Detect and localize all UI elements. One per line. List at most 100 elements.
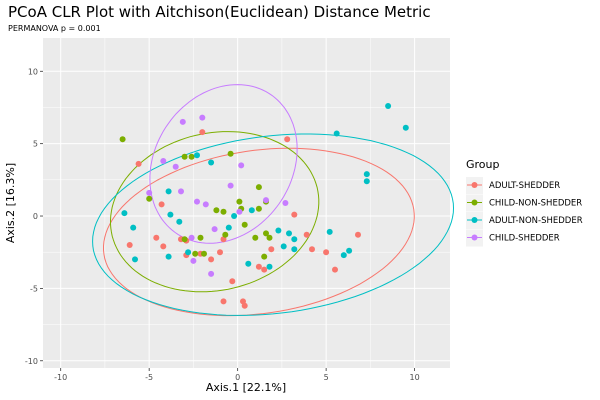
point-adult-non-shedder: [167, 211, 174, 218]
point-adult-non-shedder: [333, 130, 340, 137]
point-child-shedder: [211, 226, 218, 233]
point-child-non-shedder: [222, 231, 229, 238]
point-adult-non-shedder: [194, 152, 200, 159]
point-child-shedder: [227, 182, 234, 189]
legend-label-adult-non-shedder: ADULT-NON-SHEDDER: [489, 216, 583, 226]
point-child-shedder: [199, 114, 206, 121]
point-child-shedder: [238, 162, 245, 169]
y-tick-label: -5: [30, 284, 38, 293]
y-tick-label: 0: [33, 212, 38, 221]
point-child-non-shedder: [197, 234, 204, 241]
ellipse-adult-shedder: [103, 147, 415, 317]
point-adult-non-shedder: [165, 253, 172, 260]
chart-subtitle: PERMANOVA p = 0.001: [8, 24, 101, 33]
x-axis-label: Axis.1 [22.1%]: [206, 381, 286, 394]
point-child-non-shedder: [252, 234, 259, 241]
point-child-non-shedder: [146, 195, 153, 202]
point-child-non-shedder: [266, 234, 273, 241]
point-child-non-shedder: [255, 184, 262, 191]
point-adult-non-shedder: [291, 236, 298, 243]
point-adult-non-shedder: [385, 103, 392, 109]
point-adult-non-shedder: [176, 218, 183, 225]
point-adult-shedder: [355, 231, 361, 238]
point-adult-shedder: [217, 249, 223, 256]
chart-title: PCoA CLR Plot with Aitchison(Euclidean) …: [8, 3, 431, 21]
legend-key-point: [471, 234, 478, 241]
point-adult-non-shedder: [165, 188, 172, 195]
point-child-shedder: [194, 198, 200, 205]
point-adult-non-shedder: [185, 249, 192, 256]
point-child-shedder: [190, 257, 197, 264]
point-child-non-shedder: [236, 198, 243, 205]
point-adult-shedder: [199, 129, 206, 136]
data-points: [119, 103, 409, 309]
point-adult-non-shedder: [363, 171, 370, 178]
point-child-non-shedder: [241, 221, 248, 228]
grid-lines: [43, 38, 450, 368]
y-tick-label: -10: [25, 357, 38, 366]
point-adult-non-shedder: [275, 227, 282, 234]
point-adult-shedder: [332, 266, 338, 273]
point-adult-shedder: [255, 263, 262, 270]
x-tick-label: -10: [54, 373, 67, 382]
point-adult-non-shedder: [231, 213, 238, 219]
point-child-non-shedder: [220, 208, 227, 215]
point-adult-shedder: [323, 249, 330, 256]
point-adult-non-shedder: [245, 260, 252, 267]
point-adult-non-shedder: [266, 263, 273, 270]
point-adult-shedder: [309, 246, 315, 253]
legend-key-point: [471, 182, 478, 188]
legend-key-point: [471, 217, 478, 223]
point-adult-non-shedder: [363, 178, 370, 185]
point-adult-non-shedder: [225, 224, 232, 231]
point-adult-non-shedder: [121, 210, 128, 217]
point-child-shedder: [208, 270, 215, 277]
legend-title: Group: [466, 158, 500, 171]
axis-ticks: -10 -5 0 5 10 -10 -5 0 5 10: [25, 67, 420, 382]
x-tick-label: 0: [235, 373, 240, 382]
point-adult-non-shedder: [208, 159, 215, 166]
legend-label-child-non-shedder: CHILD-NON-SHEDDER: [489, 199, 582, 209]
x-tick-label: -5: [145, 373, 153, 382]
point-adult-shedder: [153, 234, 160, 241]
point-adult-shedder: [160, 243, 167, 250]
y-tick-label: 10: [28, 67, 38, 76]
legend-key-point: [471, 199, 478, 206]
point-adult-non-shedder: [402, 124, 409, 131]
ellipse-child-non-shedder: [110, 131, 320, 293]
point-child-non-shedder: [181, 236, 188, 243]
point-child-non-shedder: [255, 205, 262, 212]
ellipse-child-shedder: [149, 84, 298, 244]
point-child-non-shedder: [201, 250, 207, 257]
y-axis-label: Axis.2 [16.3%]: [4, 163, 17, 243]
point-adult-non-shedder: [286, 230, 292, 237]
point-child-shedder: [282, 200, 289, 206]
point-adult-shedder: [284, 136, 291, 143]
point-child-non-shedder: [119, 136, 126, 143]
point-adult-shedder: [208, 256, 215, 263]
point-child-shedder: [172, 163, 179, 170]
point-adult-shedder: [303, 231, 310, 238]
point-child-shedder: [179, 118, 186, 125]
point-child-non-shedder: [227, 150, 234, 157]
point-adult-shedder: [220, 298, 227, 305]
point-adult-shedder: [261, 266, 268, 273]
point-adult-non-shedder: [346, 247, 353, 254]
ellipse-adult-non-shedder: [92, 133, 455, 316]
point-child-non-shedder: [192, 250, 199, 257]
y-tick-label: 5: [33, 140, 38, 149]
point-child-shedder: [236, 208, 243, 215]
point-child-shedder: [178, 188, 184, 195]
point-child-shedder: [146, 189, 153, 196]
point-adult-non-shedder: [132, 256, 138, 263]
point-adult-non-shedder: [291, 246, 298, 253]
point-adult-non-shedder: [280, 243, 287, 250]
point-adult-shedder: [291, 211, 298, 218]
point-adult-shedder: [135, 160, 142, 167]
point-child-shedder: [160, 158, 167, 164]
point-adult-non-shedder: [130, 224, 137, 231]
point-adult-non-shedder: [326, 228, 333, 235]
point-adult-shedder: [268, 246, 275, 253]
confidence-ellipses: [92, 84, 455, 317]
